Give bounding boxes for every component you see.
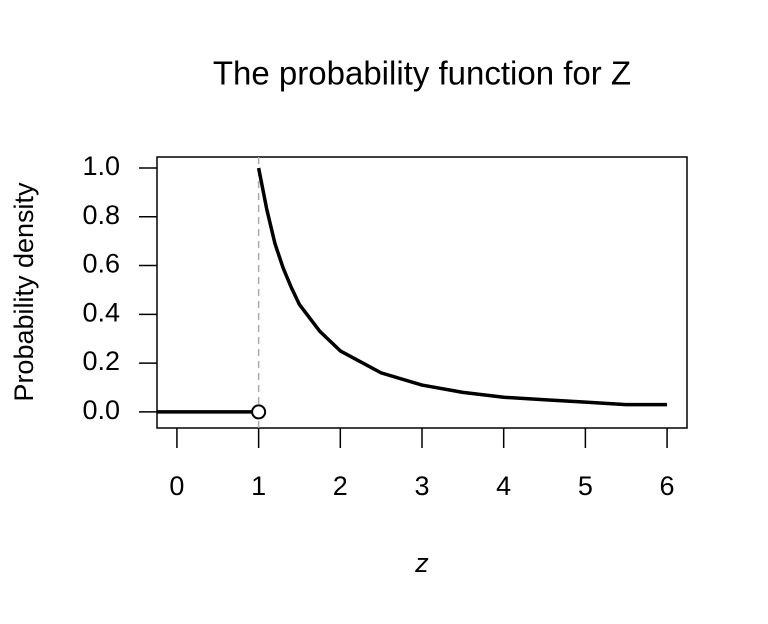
plot-frame xyxy=(156,156,688,429)
y-tick-label: 0.8 xyxy=(82,200,120,230)
x-tick-label: 6 xyxy=(660,471,675,501)
x-tick-label: 0 xyxy=(169,471,184,501)
y-tick-label: 0.4 xyxy=(82,297,120,327)
x-tick-label: 2 xyxy=(333,471,348,501)
y-tick-label: 0.0 xyxy=(82,395,120,425)
y-tick-label: 0.2 xyxy=(82,346,120,376)
y-tick-label: 1.0 xyxy=(82,151,120,181)
chart-title: The probability function for Z xyxy=(213,55,631,92)
x-tick-label: 3 xyxy=(414,471,429,501)
x-axis-label: z xyxy=(414,548,429,578)
point-marker xyxy=(251,404,267,420)
y-axis-label: Probability density xyxy=(9,182,39,402)
x-tick-label: 4 xyxy=(496,471,511,501)
x-tick-label: 5 xyxy=(578,471,593,501)
data-line xyxy=(256,167,668,407)
y-tick-label: 0.6 xyxy=(82,249,120,279)
x-tick-label: 1 xyxy=(251,471,266,501)
